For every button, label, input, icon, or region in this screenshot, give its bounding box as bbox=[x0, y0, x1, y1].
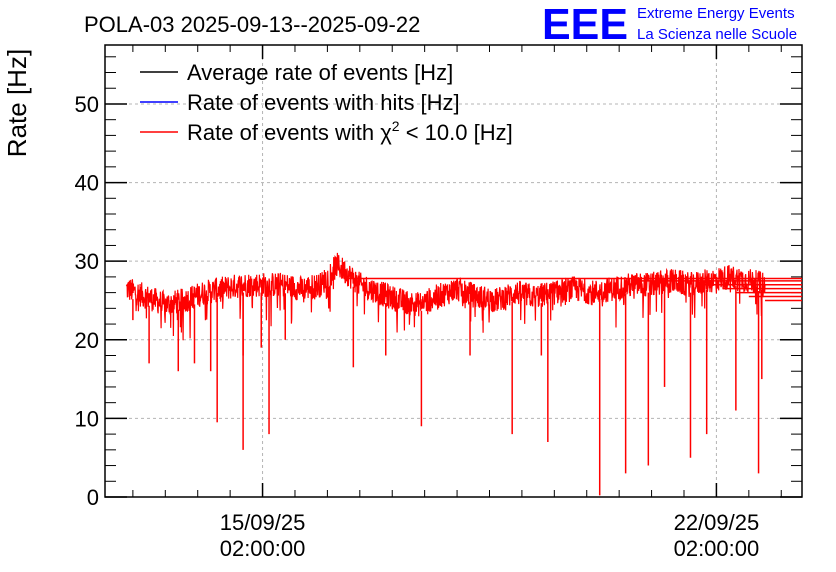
series-rate-chi2 bbox=[125, 252, 802, 496]
series-trace bbox=[125, 252, 766, 341]
eee-logo-line1: Extreme Energy Events bbox=[637, 5, 795, 22]
x-tick-label-date: 22/09/25 bbox=[674, 510, 760, 535]
grid-lines bbox=[105, 45, 802, 497]
y-tick-label: 20 bbox=[75, 328, 99, 353]
legend-chi2-prefix: Rate of events with bbox=[187, 120, 380, 145]
y-axis-label: Rate [Hz] bbox=[2, 49, 32, 157]
legend: Average rate of events [Hz] Rate of even… bbox=[140, 60, 513, 145]
legend-chi2-exponent: 2 bbox=[392, 118, 400, 134]
x-tick-label-time: 02:00:00 bbox=[674, 536, 760, 561]
y-tick-label: 0 bbox=[87, 485, 99, 510]
x-tick-label-time: 02:00:00 bbox=[220, 536, 306, 561]
y-tick-label: 50 bbox=[75, 92, 99, 117]
legend-label-hits: Rate of events with hits [Hz] bbox=[187, 90, 460, 115]
plot-frame bbox=[104, 44, 803, 498]
y-tick-label: 30 bbox=[75, 249, 99, 274]
legend-chi2-symbol: χ bbox=[380, 120, 392, 145]
legend-chi2-suffix: < 10.0 [Hz] bbox=[400, 120, 513, 145]
eee-logo-line2: La Scienza nelle Scuole bbox=[637, 26, 797, 43]
y-tick-label: 40 bbox=[75, 171, 99, 196]
chart-title: POLA-03 2025-09-13--2025-09-22 bbox=[84, 12, 420, 37]
legend-label-chi2: Rate of events with χ2 < 10.0 [Hz] bbox=[187, 118, 513, 145]
y-tick-label: 10 bbox=[75, 406, 99, 431]
x-tick-label-date: 15/09/25 bbox=[220, 510, 306, 535]
eee-logo: EEE Extreme Energy Events La Scienza nel… bbox=[542, 0, 797, 49]
y-axis-ticks: 0 10 20 30 40 50 bbox=[75, 56, 802, 510]
legend-label-average: Average rate of events [Hz] bbox=[187, 60, 453, 85]
eee-logo-mark: EEE bbox=[542, 0, 628, 49]
